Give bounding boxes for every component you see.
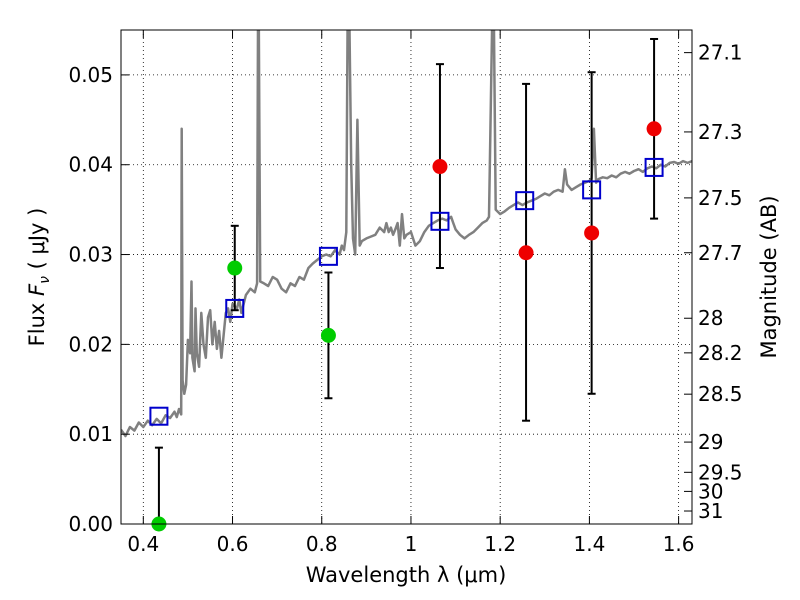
magnitude-tick-label: 27.3 <box>698 120 743 144</box>
markers <box>149 121 664 532</box>
photometry-point <box>320 327 336 343</box>
y-label-subscript: ν <box>37 276 53 284</box>
model-square-point <box>225 298 245 318</box>
model-square-point <box>149 406 169 426</box>
y-tick-label: 0.03 <box>68 243 113 267</box>
y-axis-label-right: Magnitude (AB) <box>757 195 781 358</box>
x-tick-label: 1.4 <box>573 532 605 556</box>
magnitude-tick-label: 29 <box>698 430 723 454</box>
magnitude-tick-label: 27.7 <box>698 241 743 265</box>
series-group <box>121 30 692 438</box>
plot-area <box>121 30 692 438</box>
y-label-suffix: ( μJy ) <box>25 208 49 276</box>
magnitude-tick-label: 27.5 <box>698 186 743 210</box>
y-label-prefix: Flux <box>25 296 49 346</box>
x-axis-label: Wavelength λ (μm) <box>306 563 507 587</box>
error-bars <box>154 37 659 524</box>
y-tick-label: 0.02 <box>68 332 113 356</box>
magnitude-tick-label: 28 <box>698 306 723 330</box>
x-tick-label: 0.6 <box>217 532 249 556</box>
photometry-point <box>584 225 600 241</box>
photometry-point <box>227 260 243 276</box>
magnitude-tick-label: 31 <box>698 499 723 523</box>
magnitude-tick-label: 27.1 <box>698 41 743 65</box>
model-square-point <box>318 246 338 266</box>
photometry-point <box>646 121 662 137</box>
y-tick-label: 0.04 <box>68 153 113 177</box>
x-tick-label: 1.6 <box>663 532 695 556</box>
y-axis-ticks: 0.00 0.01 0.02 0.03 0.04 0.05 <box>68 63 129 536</box>
magnitude-tick-label: 29.5 <box>698 460 743 484</box>
y-tick-label: 0.01 <box>68 422 113 446</box>
x-tick-label: 0.4 <box>127 532 159 556</box>
model-square-point <box>644 157 664 177</box>
magnitude-tick-label: 28.2 <box>698 341 743 365</box>
spectrum-line <box>121 30 692 438</box>
x-tick-label: 0.8 <box>306 532 338 556</box>
model-square-point <box>515 191 535 211</box>
y-label-symbol: F <box>25 283 49 296</box>
x-tick-label: 1 <box>405 532 418 556</box>
y-tick-label: 0.00 <box>68 512 113 536</box>
photometry-point <box>432 159 448 175</box>
model-square-point <box>582 180 602 200</box>
x-axis-ticks: 0.4 0.6 0.8 1 1.2 1.4 1.6 <box>127 30 695 556</box>
photometry-point <box>518 245 534 261</box>
grid <box>121 30 692 525</box>
model-square-point <box>430 211 450 231</box>
y-tick-label: 0.05 <box>68 63 113 87</box>
x-tick-label: 1.2 <box>484 532 516 556</box>
y-axis-label-left: Flux Fν ( μJy ) <box>25 208 53 347</box>
magnitude-tick-label: 30 <box>698 479 723 503</box>
plot-frame <box>120 29 693 525</box>
magnitude-tick-label: 28.5 <box>698 382 743 406</box>
